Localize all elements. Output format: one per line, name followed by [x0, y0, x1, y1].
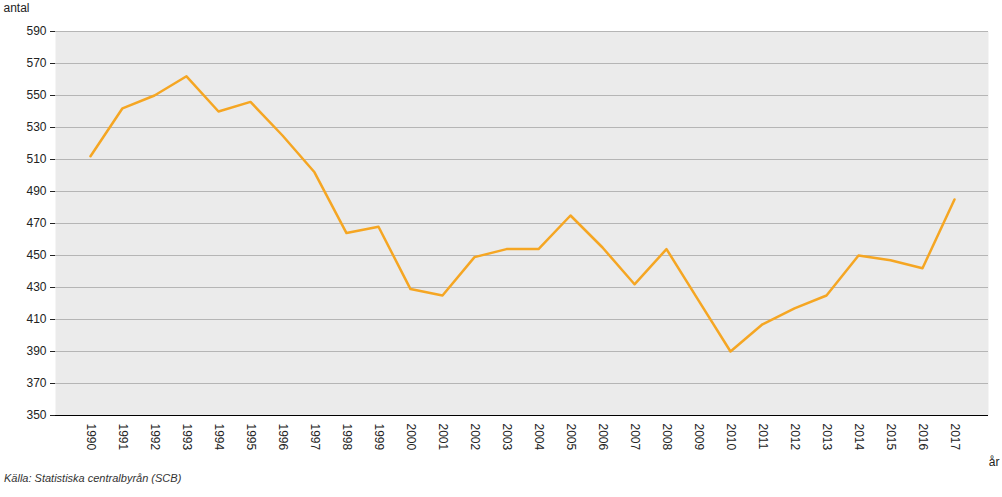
svg-text:2008: 2008	[660, 424, 674, 451]
svg-text:2006: 2006	[596, 424, 610, 451]
svg-text:1993: 1993	[180, 424, 194, 451]
svg-text:2016: 2016	[916, 424, 930, 451]
svg-text:510: 510	[26, 152, 46, 166]
svg-text:2010: 2010	[724, 424, 738, 451]
svg-text:2002: 2002	[468, 424, 482, 451]
svg-text:470: 470	[26, 216, 46, 230]
svg-text:1990: 1990	[84, 424, 98, 451]
svg-text:2007: 2007	[628, 424, 642, 451]
svg-text:490: 490	[26, 184, 46, 198]
svg-text:1992: 1992	[148, 424, 162, 451]
svg-text:1998: 1998	[340, 424, 354, 451]
svg-text:2000: 2000	[404, 424, 418, 451]
svg-text:350: 350	[26, 408, 46, 422]
svg-text:410: 410	[26, 312, 46, 326]
svg-text:390: 390	[26, 344, 46, 358]
svg-text:2009: 2009	[692, 424, 706, 451]
svg-text:2011: 2011	[756, 424, 770, 450]
svg-text:1999: 1999	[372, 424, 386, 451]
svg-text:590: 590	[26, 24, 46, 38]
svg-text:2001: 2001	[436, 424, 450, 451]
svg-text:1996: 1996	[276, 424, 290, 451]
svg-text:370: 370	[26, 376, 46, 390]
svg-text:2012: 2012	[788, 424, 802, 451]
svg-text:430: 430	[26, 280, 46, 294]
svg-text:antal: antal	[4, 1, 30, 15]
svg-text:1997: 1997	[308, 424, 322, 451]
svg-text:2003: 2003	[500, 424, 514, 451]
svg-text:år: år	[989, 455, 1000, 469]
svg-text:2014: 2014	[852, 424, 866, 451]
svg-text:2005: 2005	[564, 424, 578, 451]
svg-text:550: 550	[26, 88, 46, 102]
svg-text:570: 570	[26, 56, 46, 70]
svg-text:530: 530	[26, 120, 46, 134]
svg-text:2017: 2017	[948, 424, 962, 451]
svg-text:2015: 2015	[884, 424, 898, 451]
svg-text:2004: 2004	[532, 424, 546, 451]
svg-text:2013: 2013	[820, 424, 834, 451]
svg-text:1994: 1994	[212, 424, 226, 451]
svg-text:1991: 1991	[116, 424, 130, 451]
html-text:Källa: Statistiska centralbyrå: Källa: Statistiska centralbyrån (SCB)	[4, 472, 182, 484]
svg-text:450: 450	[26, 248, 46, 262]
svg-text:1995: 1995	[244, 424, 258, 451]
